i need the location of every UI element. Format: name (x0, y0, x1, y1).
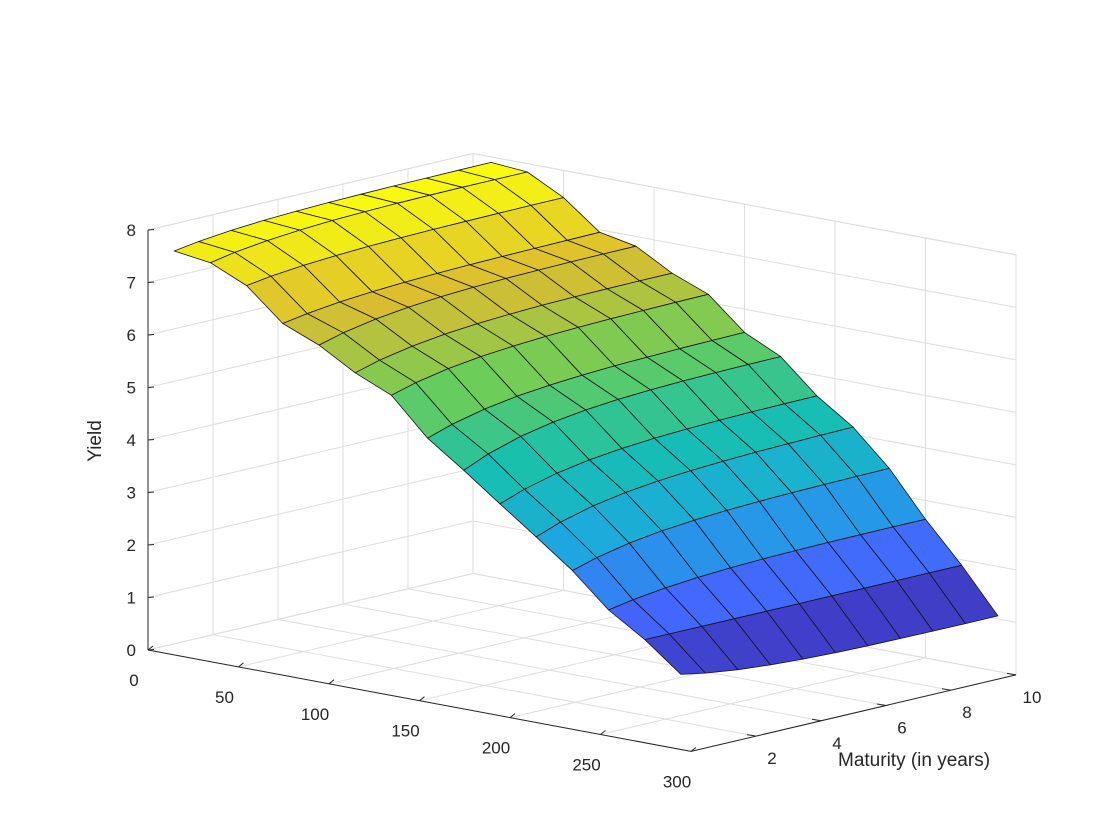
yield-surface (173, 161, 999, 675)
z-tick-label: 4 (127, 431, 136, 450)
z-tick-label: 5 (127, 379, 136, 398)
z-tick-mark (147, 596, 155, 598)
y-tick-label: 6 (897, 719, 906, 738)
y-tick-label: 10 (1023, 688, 1042, 707)
x-tick-label: 200 (482, 739, 510, 758)
x-tick-label: 50 (215, 688, 234, 707)
y-tick-label: 4 (832, 734, 841, 753)
x-tick-mark (419, 696, 425, 702)
y-tick-mark (941, 688, 952, 691)
x-tick-mark (600, 730, 606, 735)
z-tick-mark (147, 649, 155, 651)
y-tick-mark (746, 734, 757, 737)
z-tick-mark (147, 281, 155, 283)
x-tick-label: 250 (572, 756, 600, 775)
y-tick-mark (811, 718, 822, 722)
y-tick-mark (1006, 672, 1017, 676)
z-tick-mark (147, 544, 155, 546)
x-tick-mark (147, 645, 154, 651)
y-tick-mark (876, 703, 887, 706)
z-tick-label: 8 (127, 221, 136, 240)
z-tick-label: 6 (127, 326, 136, 345)
x-tick-mark (509, 713, 516, 718)
x-tick-label: 100 (301, 705, 329, 724)
x-tick-mark (690, 747, 697, 752)
z-tick-label: 0 (127, 641, 136, 660)
x-tick-label: 300 (663, 772, 691, 791)
box-edge (147, 153, 474, 231)
x-tick-mark (238, 662, 244, 668)
z-axis-label: Yield (85, 420, 106, 462)
box-edge (472, 153, 1017, 256)
x-tick-mark (328, 679, 335, 685)
axes: 0 1 2 3 4 5 6 7 8 0 50 100 150 200 250 300 2 4 6 8 10 (127, 221, 1042, 791)
z-tick-mark (147, 229, 155, 231)
z-tick-label: 3 (127, 484, 136, 503)
x-tick-label: 150 (391, 722, 419, 741)
surface-cell (644, 633, 706, 675)
z-tick-mark (147, 439, 155, 441)
x-tick-label: 0 (129, 671, 138, 690)
z-tick-label: 1 (127, 589, 136, 608)
z-tick-mark (147, 334, 155, 336)
y-grid-line (212, 214, 757, 737)
y-axis-label: Maturity (in years) (838, 750, 990, 771)
z-tick-mark (147, 386, 155, 388)
y-grid-line (277, 199, 822, 722)
z-tick-mark (147, 491, 155, 493)
y-axis-line (690, 674, 1017, 752)
z-tick-label: 2 (127, 536, 136, 555)
y-tick-label: 8 (962, 703, 971, 722)
y-tick-label: 2 (767, 749, 776, 768)
z-tick-label: 7 (127, 274, 136, 293)
